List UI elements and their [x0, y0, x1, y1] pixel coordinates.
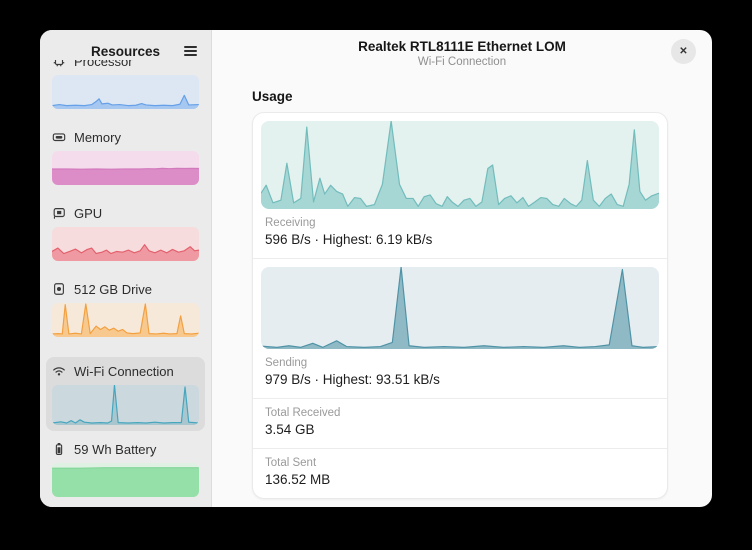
sending-label: Sending — [265, 357, 308, 369]
memory-sparkline — [52, 151, 199, 185]
battery-icon — [55, 443, 63, 455]
sidebar-item-wifi[interactable]: Wi-Fi Connection — [46, 357, 205, 431]
sending-section: Sending 979 B/s · Highest: 93.51 kB/s — [253, 259, 667, 398]
sidebar-item-label: Processor — [74, 60, 133, 69]
receiving-value: 596 B/s · Highest: 6.19 kB/s — [265, 232, 433, 247]
sidebar-item-label: GPU — [74, 205, 103, 221]
wifi-icon — [53, 367, 65, 376]
divider — [253, 448, 667, 449]
sidebar-list[interactable]: Processor Memory — [40, 60, 211, 507]
wifi-sparkline — [52, 385, 199, 425]
details-pane: Realtek RTL8111E Ethernet LOM Wi-Fi Conn… — [212, 30, 712, 507]
sidebar-item-label: 59 Wh Battery — [74, 441, 157, 457]
sidebar-item-label: Wi-Fi Connection — [74, 363, 174, 379]
receiving-label: Receiving — [265, 217, 316, 229]
receiving-section: Receiving 596 B/s · Highest: 6.19 kB/s — [253, 113, 667, 258]
close-icon: ✕ — [679, 45, 688, 57]
divider — [253, 398, 667, 399]
gpu-sparkline — [52, 227, 199, 261]
device-title: Realtek RTL8111E Ethernet LOM — [358, 39, 566, 54]
sending-chart — [261, 267, 659, 349]
sidebar-item-processor[interactable]: Processor — [40, 60, 211, 109]
sidebar-item-battery[interactable]: 59 Wh Battery — [40, 441, 211, 497]
gpu-icon — [53, 208, 65, 219]
memory-icon — [52, 133, 66, 142]
usage-card: Receiving 596 B/s · Highest: 6.19 kB/s S… — [252, 112, 668, 499]
sidebar-header: Resources — [40, 30, 211, 60]
drive-icon — [54, 283, 64, 295]
sidebar-item-gpu[interactable]: GPU — [40, 205, 211, 261]
total-received-row: Total Received 3.54 GB — [253, 399, 667, 448]
sidebar-item-label: 512 GB Drive — [74, 281, 153, 297]
total-received-value: 3.54 GB — [265, 422, 315, 437]
details-scroll-area[interactable]: Usage Receiving 596 B/s · Highest: 6.19 … — [212, 74, 712, 507]
sidebar: Resources Processor — [40, 30, 212, 507]
sidebar-item-drive[interactable]: 512 GB Drive — [40, 281, 211, 337]
processor-sparkline — [52, 75, 199, 109]
receiving-chart — [261, 121, 659, 209]
divider — [253, 258, 667, 259]
total-received-label: Total Received — [265, 407, 341, 419]
device-subtitle: Wi-Fi Connection — [417, 56, 507, 68]
resources-app-window: Resources Processor — [40, 30, 712, 507]
battery-sparkline — [52, 463, 199, 497]
details-header: Realtek RTL8111E Ethernet LOM Wi-Fi Conn… — [212, 30, 712, 74]
main-menu-button[interactable] — [179, 42, 201, 60]
sidebar-item-label: Memory — [74, 129, 121, 145]
app-title: Resources — [90, 44, 161, 59]
close-button[interactable]: ✕ — [671, 39, 696, 64]
sidebar-item-memory[interactable]: Memory — [40, 129, 211, 185]
cpu-icon — [53, 60, 65, 67]
sending-value: 979 B/s · Highest: 93.51 kB/s — [265, 372, 440, 387]
total-sent-label: Total Sent — [265, 457, 317, 469]
total-sent-row: Total Sent 136.52 MB — [253, 449, 667, 498]
drive-sparkline — [52, 303, 199, 337]
hamburger-icon — [183, 46, 197, 48]
total-sent-value: 136.52 MB — [265, 472, 331, 487]
usage-heading: Usage — [252, 89, 293, 104]
